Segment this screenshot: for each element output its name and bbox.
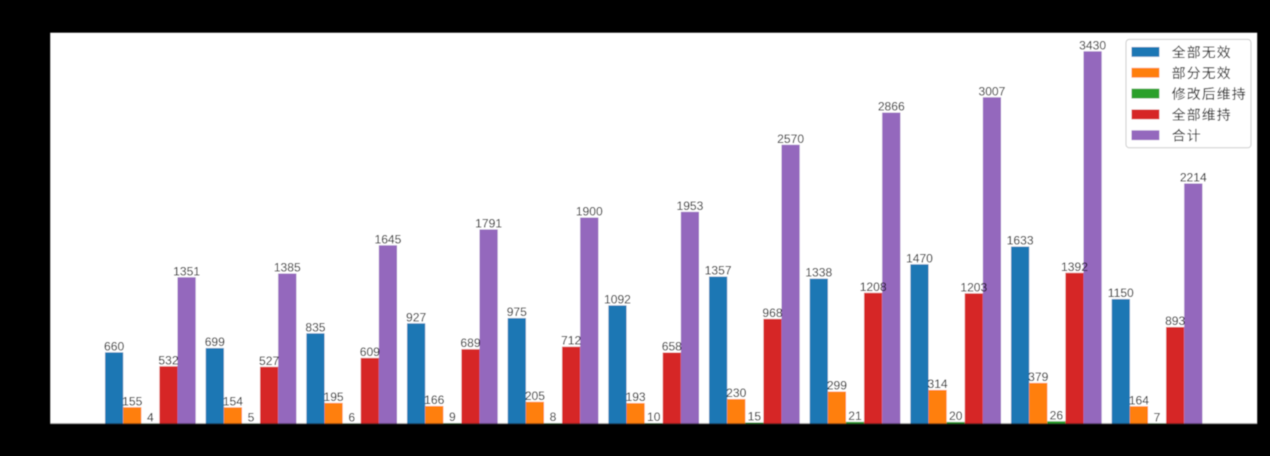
svg-text:21: 21 bbox=[848, 409, 862, 423]
svg-text:1357: 1357 bbox=[705, 264, 732, 278]
svg-text:1470: 1470 bbox=[906, 251, 933, 265]
svg-text:193: 193 bbox=[625, 390, 645, 404]
svg-text:20: 20 bbox=[949, 409, 963, 423]
svg-text:835: 835 bbox=[305, 320, 325, 334]
svg-text:10: 10 bbox=[647, 410, 661, 424]
svg-text:299: 299 bbox=[827, 379, 847, 393]
svg-text:658: 658 bbox=[662, 340, 682, 354]
svg-text:5: 5 bbox=[248, 411, 255, 425]
svg-text:1900: 1900 bbox=[576, 205, 603, 219]
svg-text:9: 9 bbox=[449, 410, 456, 424]
svg-text:927: 927 bbox=[406, 310, 426, 324]
svg-text:1150: 1150 bbox=[1108, 286, 1134, 300]
svg-text:689: 689 bbox=[460, 336, 480, 350]
svg-text:7: 7 bbox=[1154, 410, 1161, 424]
svg-text:1385: 1385 bbox=[274, 261, 301, 275]
svg-text:1092: 1092 bbox=[604, 292, 631, 306]
svg-text:2570: 2570 bbox=[777, 132, 804, 146]
svg-text:1791: 1791 bbox=[475, 216, 502, 230]
svg-text:1633: 1633 bbox=[1007, 234, 1034, 248]
svg-text:660: 660 bbox=[104, 339, 124, 353]
svg-text:527: 527 bbox=[259, 354, 279, 368]
svg-text:1953: 1953 bbox=[676, 199, 703, 213]
svg-text:154: 154 bbox=[223, 394, 243, 408]
svg-text:2866: 2866 bbox=[878, 100, 905, 114]
svg-text:609: 609 bbox=[360, 345, 380, 359]
svg-text:1351: 1351 bbox=[173, 264, 200, 278]
svg-text:3007: 3007 bbox=[978, 84, 1005, 98]
svg-text:26: 26 bbox=[1050, 408, 1064, 422]
svg-text:1645: 1645 bbox=[374, 232, 401, 246]
svg-text:3430: 3430 bbox=[1079, 38, 1106, 52]
svg-text:2214: 2214 bbox=[1180, 170, 1207, 184]
svg-text:968: 968 bbox=[762, 306, 782, 320]
svg-text:1338: 1338 bbox=[805, 266, 832, 280]
svg-text:893: 893 bbox=[1165, 314, 1185, 328]
svg-text:15: 15 bbox=[748, 409, 762, 423]
svg-text:205: 205 bbox=[525, 389, 545, 403]
svg-text:532: 532 bbox=[158, 353, 178, 367]
svg-text:230: 230 bbox=[726, 386, 746, 400]
svg-text:699: 699 bbox=[205, 335, 225, 349]
svg-text:1392: 1392 bbox=[1061, 260, 1088, 274]
svg-text:6: 6 bbox=[348, 410, 355, 424]
svg-text:379: 379 bbox=[1028, 370, 1048, 384]
svg-text:975: 975 bbox=[507, 305, 527, 319]
svg-text:155: 155 bbox=[122, 394, 142, 408]
svg-text:4: 4 bbox=[147, 411, 154, 425]
svg-text:164: 164 bbox=[1129, 393, 1149, 407]
svg-text:195: 195 bbox=[323, 390, 343, 404]
svg-text:1208: 1208 bbox=[860, 280, 887, 294]
svg-text:712: 712 bbox=[561, 334, 581, 348]
svg-text:8: 8 bbox=[550, 410, 557, 424]
svg-text:1203: 1203 bbox=[960, 280, 987, 294]
svg-text:166: 166 bbox=[424, 393, 444, 407]
svg-text:314: 314 bbox=[927, 377, 947, 391]
